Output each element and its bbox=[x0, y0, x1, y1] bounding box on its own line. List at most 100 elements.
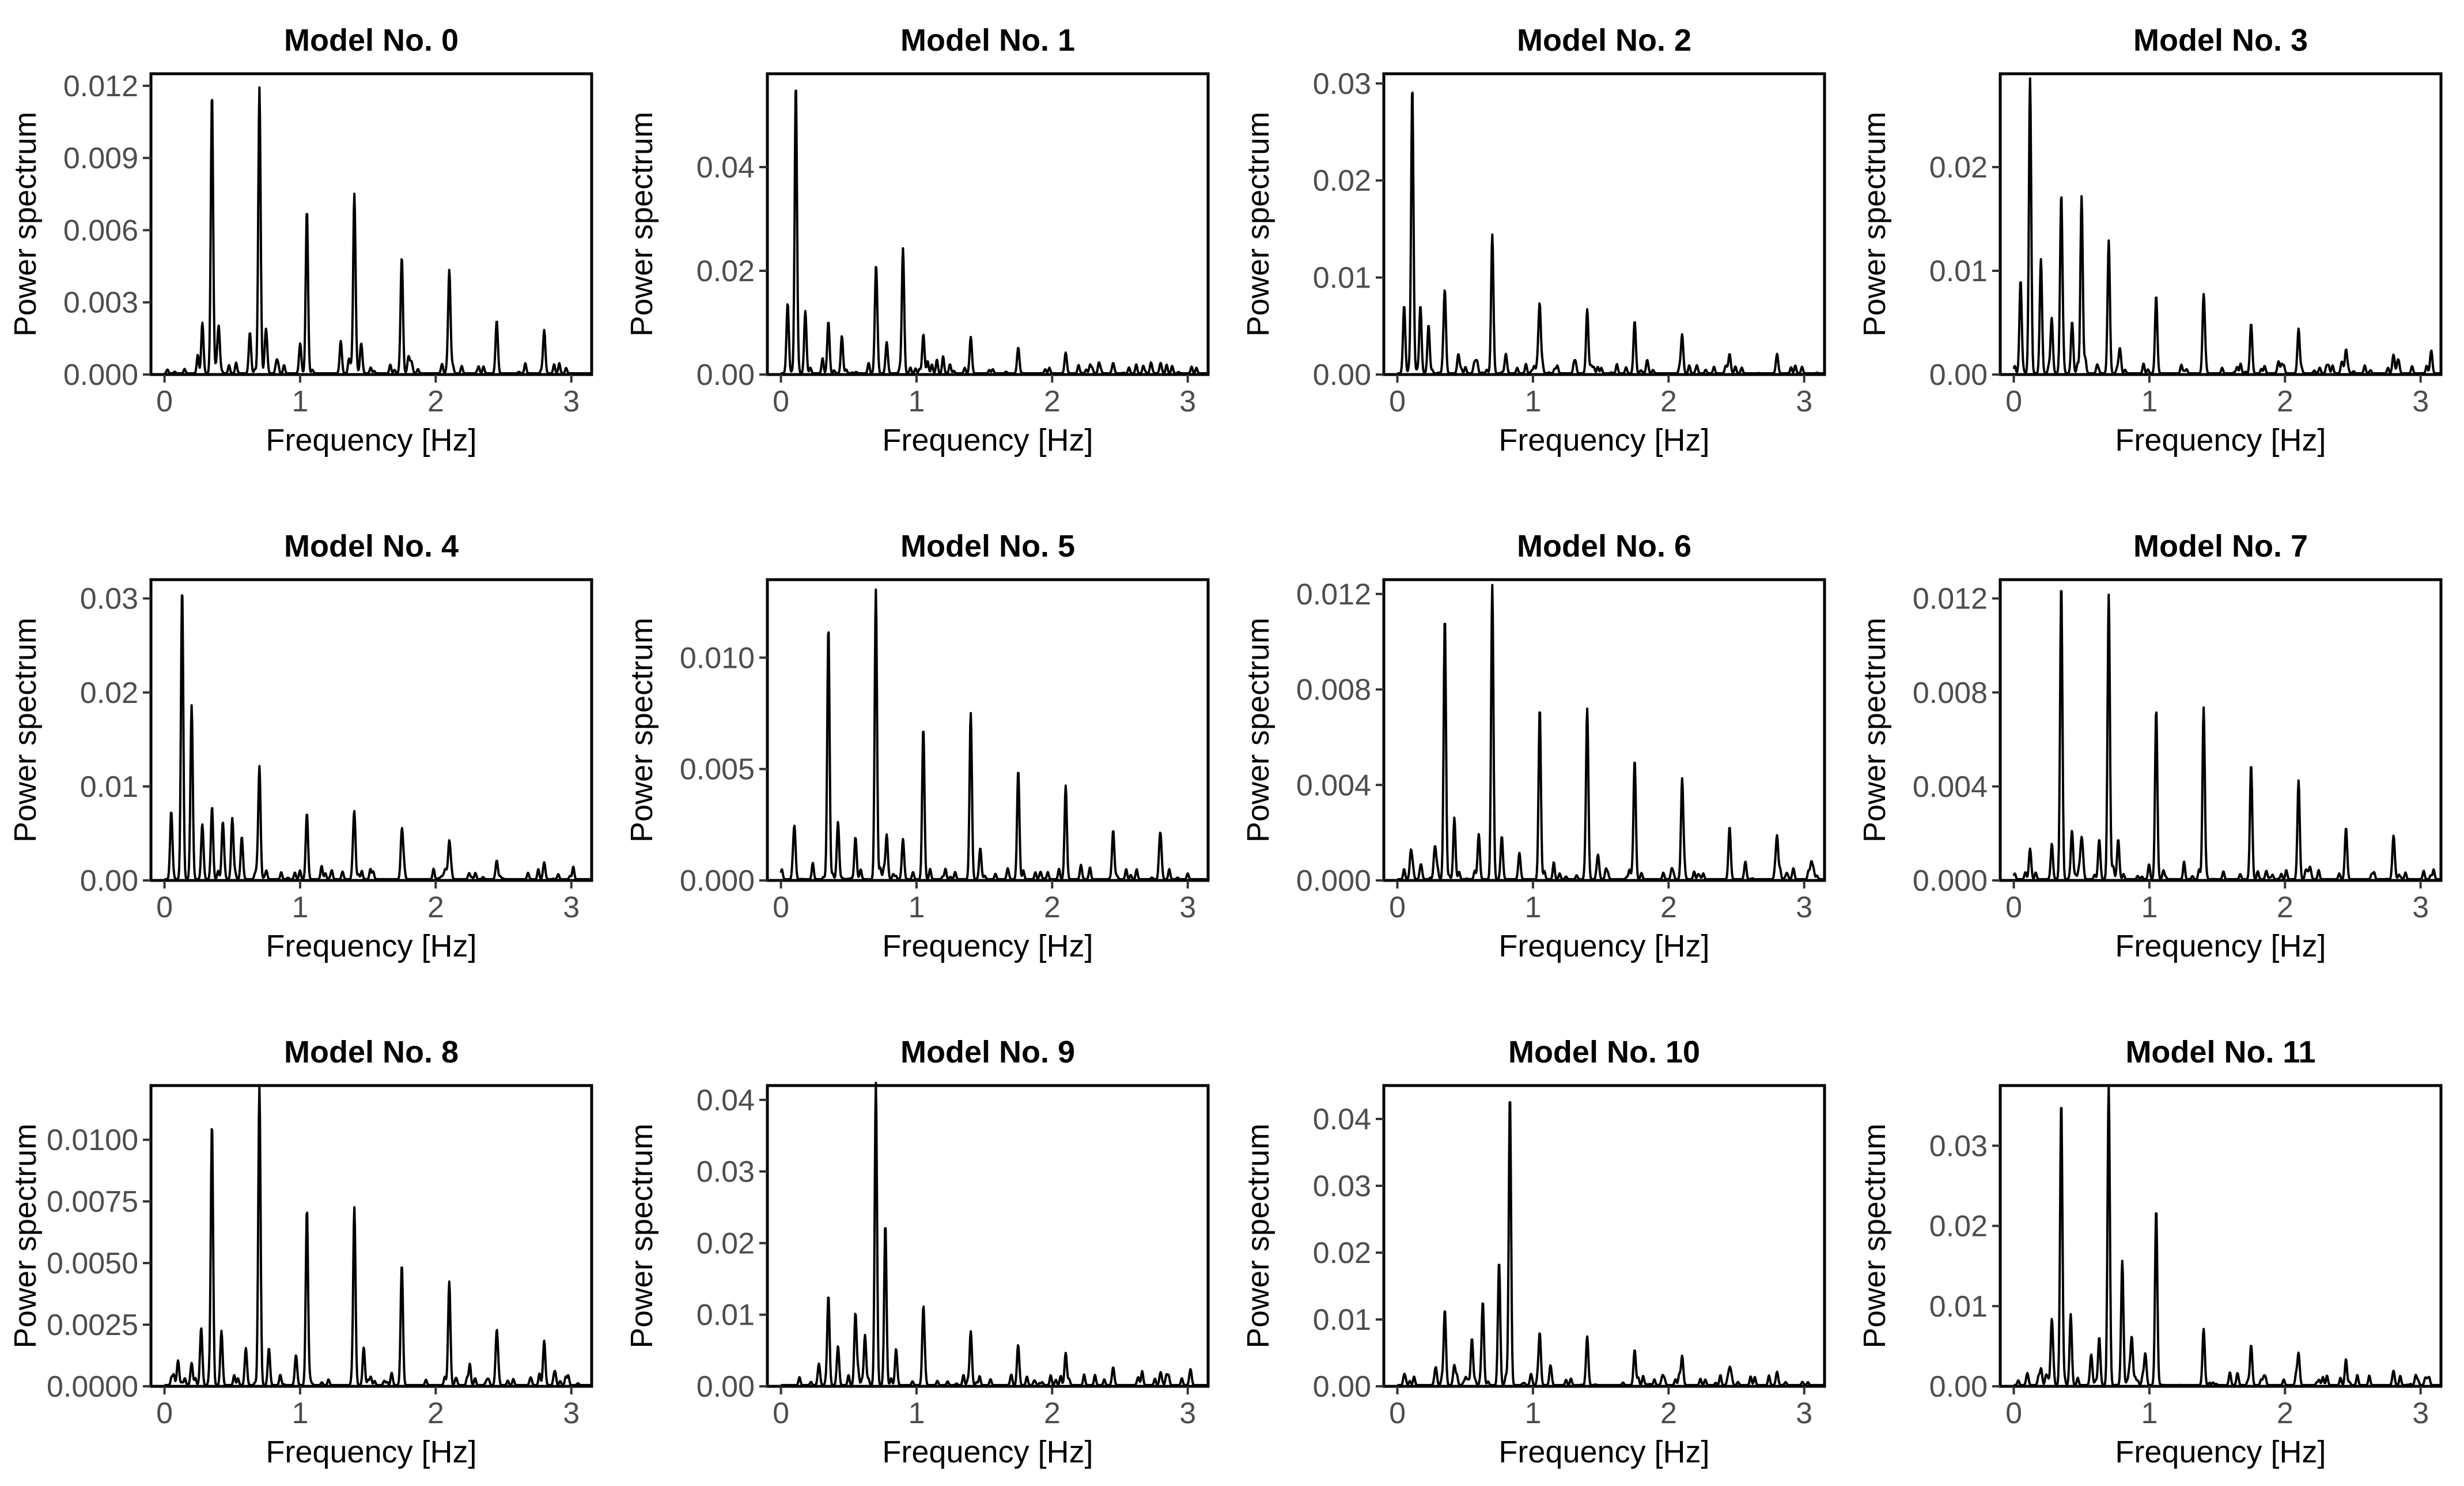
x-tick-label: 0 bbox=[1389, 1397, 1406, 1430]
x-tick-label: 0 bbox=[773, 385, 789, 418]
spectrum-line bbox=[2012, 590, 2442, 880]
x-tick-label: 1 bbox=[1524, 385, 1541, 418]
x-tick-label: 2 bbox=[2277, 891, 2293, 924]
plot-frame bbox=[1999, 72, 2443, 376]
y-tick-label: 0.009 bbox=[63, 142, 138, 175]
y-tick-label: 0.01 bbox=[1929, 1290, 1988, 1324]
chart-panel-5: Model No. 5 0 1 2 3 0.000 0.005 0.010 Frequency … bbox=[624, 529, 1210, 963]
plot-frame bbox=[149, 72, 593, 376]
y-tick-label: 0.02 bbox=[1929, 151, 1988, 184]
chart-title: Model No. 10 bbox=[1508, 1035, 1700, 1069]
y-tick-label: 0.008 bbox=[1913, 676, 1988, 710]
x-tick-label: 1 bbox=[908, 891, 925, 924]
chart-title: Model No. 1 bbox=[900, 23, 1075, 58]
chart-title: Model No. 7 bbox=[2133, 529, 2308, 564]
x-tick-label: 3 bbox=[563, 1397, 580, 1430]
chart-title: Model No. 0 bbox=[284, 23, 459, 58]
x-tick-label: 0 bbox=[2005, 1397, 2022, 1430]
y-axis-label: Power spectrum bbox=[624, 618, 659, 842]
spectrum-line bbox=[1396, 584, 1825, 880]
x-tick-label: 0 bbox=[773, 1397, 789, 1430]
x-tick-label: 3 bbox=[2412, 891, 2429, 924]
y-tick-label: 0.02 bbox=[1313, 164, 1371, 198]
x-tick-label: 3 bbox=[1179, 891, 1196, 924]
y-tick-label: 0.04 bbox=[697, 1084, 755, 1117]
plot-frame bbox=[766, 72, 1210, 376]
y-axis-label: Power spectrum bbox=[1857, 1124, 1892, 1348]
plot-frame bbox=[1999, 578, 2443, 882]
spectrum-line bbox=[2012, 77, 2442, 375]
chart-title: Model No. 2 bbox=[1517, 23, 1691, 58]
plot-frame bbox=[1382, 72, 1826, 376]
y-tick-label: 0.004 bbox=[1913, 770, 1988, 804]
x-tick-label: 2 bbox=[2277, 1397, 2293, 1430]
spectrum-line bbox=[1396, 1101, 1825, 1386]
x-tick-label: 3 bbox=[1179, 385, 1196, 418]
x-tick-label: 2 bbox=[1044, 385, 1061, 418]
spectrum-line bbox=[779, 588, 1209, 880]
x-tick-label: 0 bbox=[1389, 385, 1406, 418]
spectrum-line bbox=[780, 89, 1209, 375]
x-axis-label: Frequency [Hz] bbox=[2115, 423, 2326, 457]
x-tick-label: 2 bbox=[2277, 385, 2293, 418]
y-tick-label: 0.0000 bbox=[47, 1370, 138, 1404]
y-tick-label: 0.01 bbox=[1313, 262, 1371, 295]
plot-frame bbox=[149, 578, 593, 882]
x-axis-label: Frequency [Hz] bbox=[1498, 423, 1709, 457]
y-tick-label: 0.02 bbox=[80, 676, 138, 710]
x-tick-label: 2 bbox=[427, 891, 444, 924]
y-tick-label: 0.0050 bbox=[47, 1247, 138, 1280]
y-axis-label: Power spectrum bbox=[1857, 618, 1892, 842]
x-axis-label: Frequency [Hz] bbox=[1498, 929, 1709, 963]
x-tick-label: 1 bbox=[908, 385, 925, 418]
y-axis-label: Power spectrum bbox=[1241, 1124, 1275, 1348]
y-tick-label: 0.00 bbox=[697, 1370, 755, 1404]
x-tick-label: 3 bbox=[563, 385, 580, 418]
x-tick-label: 2 bbox=[427, 1397, 444, 1430]
y-tick-label: 0.012 bbox=[63, 70, 138, 103]
y-tick-label: 0.00 bbox=[1313, 358, 1371, 392]
x-tick-label: 0 bbox=[156, 385, 173, 418]
y-tick-label: 0.000 bbox=[63, 358, 138, 392]
y-axis-label: Power spectrum bbox=[8, 618, 43, 842]
chart-title: Model No. 4 bbox=[284, 529, 459, 564]
y-tick-label: 0.03 bbox=[80, 583, 138, 616]
y-axis-label: Power spectrum bbox=[624, 112, 659, 336]
chart-panel-8: Model No. 8 0 1 2 3 0.0000 0.0025 0.0050 0.0075 0… bbox=[8, 1035, 593, 1469]
x-tick-label: 0 bbox=[156, 1397, 173, 1430]
y-tick-label: 0.000 bbox=[1913, 864, 1988, 898]
chart-panel-6: Model No. 6 0 1 2 3 0.000 0.004 0.008 0.012 Frequ… bbox=[1241, 529, 1826, 963]
y-tick-label: 0.03 bbox=[1313, 67, 1371, 101]
plot-frame bbox=[149, 1084, 593, 1388]
x-tick-label: 0 bbox=[156, 891, 173, 924]
y-tick-label: 0.00 bbox=[1313, 1370, 1371, 1404]
y-axis-label: Power spectrum bbox=[1241, 618, 1275, 842]
y-axis-label: Power spectrum bbox=[1241, 112, 1275, 336]
chart-panel-0: Model No. 0 0 1 2 3 0.000 0.003 0.006 0.009 0.012… bbox=[8, 23, 593, 457]
y-tick-label: 0.00 bbox=[697, 358, 755, 392]
y-tick-label: 0.000 bbox=[1296, 864, 1371, 898]
spectrum-line bbox=[1396, 91, 1825, 375]
x-tick-label: 1 bbox=[1524, 1397, 1541, 1430]
y-tick-label: 0.0025 bbox=[47, 1309, 138, 1342]
x-tick-label: 2 bbox=[1660, 385, 1677, 418]
y-tick-label: 0.00 bbox=[1929, 1370, 1988, 1404]
x-axis-label: Frequency [Hz] bbox=[882, 929, 1093, 963]
y-tick-label: 0.012 bbox=[1913, 583, 1988, 616]
y-tick-label: 0.00 bbox=[80, 864, 138, 898]
y-tick-label: 0.02 bbox=[1313, 1237, 1371, 1270]
plot-frame bbox=[766, 1084, 1210, 1388]
x-tick-label: 0 bbox=[773, 891, 789, 924]
y-axis-label: Power spectrum bbox=[624, 1124, 659, 1348]
x-tick-label: 0 bbox=[2005, 385, 2022, 418]
chart-panel-4: Model No. 4 0 1 2 3 0.00 0.01 0.02 0.03 Frequency… bbox=[8, 529, 593, 963]
x-tick-label: 3 bbox=[2412, 385, 2429, 418]
y-tick-label: 0.03 bbox=[1313, 1170, 1371, 1203]
plot-frame bbox=[1382, 1084, 1826, 1388]
x-axis-label: Frequency [Hz] bbox=[882, 423, 1093, 457]
y-tick-label: 0.02 bbox=[1929, 1210, 1988, 1243]
x-tick-label: 2 bbox=[1044, 891, 1061, 924]
y-tick-label: 0.005 bbox=[680, 753, 755, 787]
plot-frame bbox=[1382, 578, 1826, 882]
